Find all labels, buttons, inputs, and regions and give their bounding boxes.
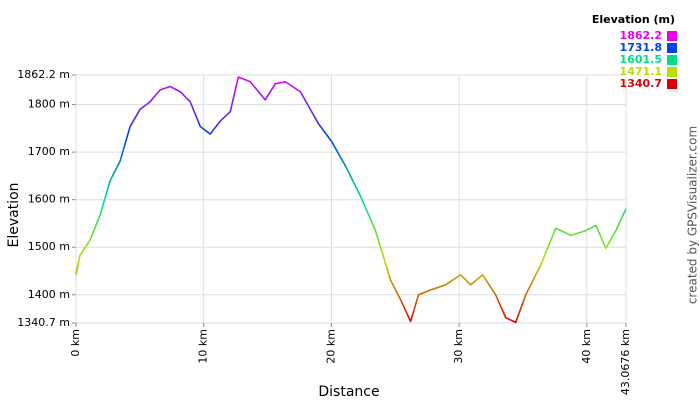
legend-value: 1862.2 xyxy=(620,29,662,42)
legend-swatch xyxy=(667,79,677,89)
legend-value: 1471.1 xyxy=(620,65,662,78)
y-axis-title: Elevation xyxy=(6,182,22,247)
y-tick-label: 1600 m xyxy=(28,193,70,206)
legend-swatch xyxy=(667,55,677,65)
y-tick-label: 1700 m xyxy=(28,145,70,158)
y-tick-label: 1800 m xyxy=(28,98,70,111)
x-tick-label: 30 km xyxy=(452,329,465,364)
x-tick-label: 10 km xyxy=(197,329,210,364)
y-tick-label: 1340.7 m xyxy=(17,316,70,329)
legend-swatch xyxy=(667,67,677,77)
x-tick-label: 0 km xyxy=(69,329,82,357)
y-tick-label: 1400 m xyxy=(28,288,70,301)
legend-value: 1340.7 xyxy=(620,77,662,90)
plot-area xyxy=(75,74,627,324)
x-axis-title: Distance xyxy=(318,384,379,400)
legend-value: 1731.8 xyxy=(620,41,662,54)
legend-swatch xyxy=(667,31,677,41)
legend-swatch xyxy=(667,43,677,53)
x-tick-label: 40 km xyxy=(580,329,593,364)
legend-title: Elevation (m) xyxy=(592,13,675,26)
y-tick-label: 1500 m xyxy=(28,240,70,253)
x-tick-label: 20 km xyxy=(324,329,337,364)
elevation-line xyxy=(75,76,627,324)
legend-value: 1601.5 xyxy=(620,53,662,66)
y-tick-label: 1862.2 m xyxy=(17,68,70,81)
credit: created by GPSVisualizer.com xyxy=(686,126,700,304)
x-tick-label: 43.0676 km xyxy=(619,329,632,395)
